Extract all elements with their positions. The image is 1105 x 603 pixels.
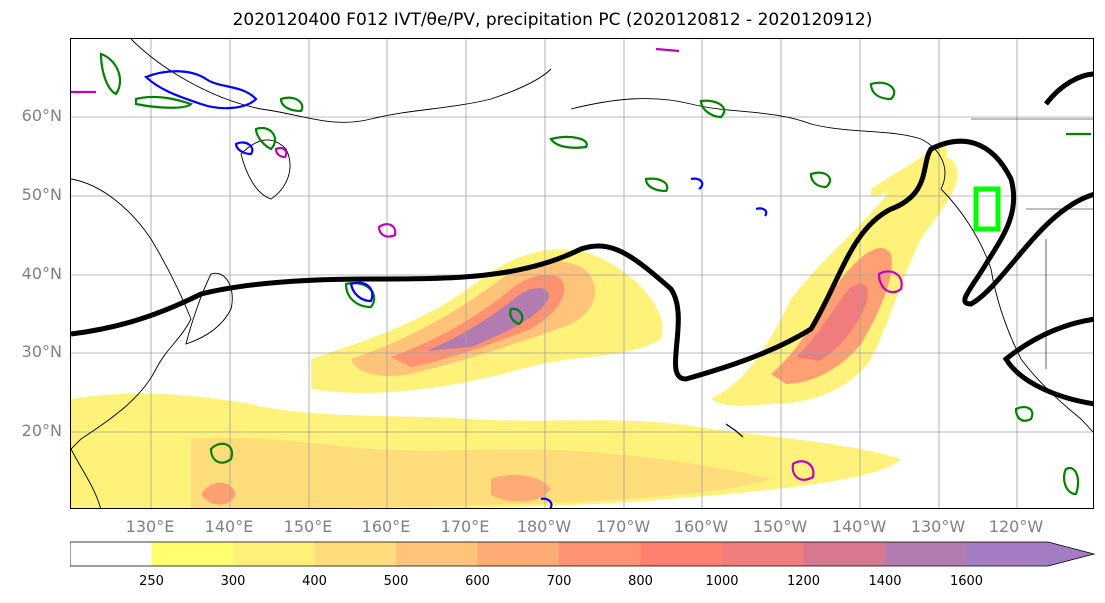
- lon-label-120w: 120°W: [988, 517, 1044, 536]
- colorbar-tick-label: 400: [302, 574, 327, 589]
- colorbar-segment: [722, 542, 804, 566]
- colorbar-tick-label: 300: [220, 574, 246, 589]
- green-contour-13: [869, 81, 896, 101]
- green-contour-3: [254, 126, 277, 151]
- colorbar-tick-label: 800: [628, 574, 653, 589]
- thick-contour-main: [71, 138, 1093, 382]
- green-contour-12: [1062, 466, 1080, 496]
- blue-contour-1: [143, 70, 258, 110]
- thick-contour: [71, 71, 1093, 407]
- green-contour-5: [344, 281, 376, 309]
- magenta-contour-5: [274, 147, 288, 159]
- map-canvas: [71, 39, 1093, 508]
- colorbar-tick-label: 250: [139, 574, 164, 589]
- pv-contours-green: [99, 52, 1091, 496]
- colorbar-segment: [559, 542, 641, 566]
- colorbar-tick-label: 1000: [705, 574, 739, 589]
- kamchatka: [240, 139, 291, 200]
- green-contour-2: [134, 95, 194, 109]
- colorbar-outline: [70, 541, 1096, 567]
- colorbar-tick-label: 600: [465, 574, 490, 589]
- blue-contour-2: [349, 281, 374, 303]
- ivt-shading: [71, 144, 958, 508]
- japan: [185, 272, 233, 345]
- colorbar-segment: [803, 542, 886, 566]
- lat-label-40n: 40°N: [21, 264, 62, 283]
- lat-label-60n: 60°N: [21, 106, 62, 125]
- lon-label-140w: 140°W: [831, 517, 887, 536]
- colorbar-segment: [151, 542, 234, 566]
- ivt-tropical-band-mid: [191, 437, 771, 508]
- blue-contour-6: [540, 497, 553, 508]
- lon-label-150e: 150°E: [283, 517, 333, 536]
- colorbar-segment: [314, 542, 397, 566]
- lon-label-130w: 130°W: [910, 517, 966, 536]
- lon-label-150w: 150°W: [752, 517, 808, 536]
- green-contour-6: [509, 307, 524, 326]
- asia-coast: [71, 178, 192, 450]
- green-contour-11: [1014, 405, 1034, 422]
- colorbar-segment: [233, 542, 315, 566]
- green-contour-10: [209, 442, 234, 464]
- lon-label-140e: 140°E: [204, 517, 254, 536]
- colorbar-tick-label: 1400: [868, 574, 902, 589]
- colorbar-tick-label: 500: [383, 574, 409, 589]
- green-contour-8: [699, 99, 726, 119]
- colorbar-segment: [885, 542, 967, 566]
- magenta-contour-3: [791, 460, 815, 481]
- blue-contour-4: [690, 177, 704, 190]
- colorbar: [70, 541, 1096, 567]
- blue-contour-3: [234, 141, 254, 156]
- ivt-plume-west-core: [426, 288, 549, 351]
- colorbar-segment: [640, 542, 723, 566]
- green-contour-14: [809, 171, 832, 189]
- philippines: [71, 448, 101, 508]
- highlight-box: [973, 186, 1001, 232]
- colorbar-tick-label: 1200: [786, 574, 821, 589]
- lon-label-170w: 170°W: [595, 517, 651, 536]
- colorbar-extend-arrow: [1048, 542, 1094, 566]
- magenta-contour-2: [877, 270, 903, 294]
- colorbar-segment: [477, 542, 560, 566]
- colorbar-tick-label: 1600: [949, 574, 984, 589]
- colorbar-segment: [70, 542, 152, 566]
- green-contour-9: [549, 135, 588, 149]
- lat-label-50n: 50°N: [21, 185, 62, 204]
- hawaii: [725, 423, 744, 438]
- lon-label-170e: 170°E: [440, 517, 490, 536]
- green-contour-1: [99, 52, 122, 96]
- thick-contour-ne: [1044, 71, 1093, 106]
- lon-label-160e: 160°E: [361, 517, 411, 536]
- pv-contours-magenta: [71, 47, 903, 481]
- colorbar-segment: [966, 542, 1049, 566]
- alaska-coast: [570, 98, 946, 190]
- lat-label-20n: 20°N: [21, 421, 62, 440]
- siberia-coast: [130, 39, 552, 123]
- colorbar-segment: [396, 542, 478, 566]
- colorbar-tick-label: 700: [546, 574, 572, 589]
- green-contour-7: [644, 177, 669, 193]
- map-panel: [70, 38, 1094, 509]
- figure-title: 2020120400 F012 IVT/θe/PV, precipitation…: [232, 10, 873, 30]
- lon-label-180w: 180°W: [516, 517, 572, 536]
- green-contour-4: [279, 96, 304, 113]
- ivt-tropical-spot-2: [491, 474, 551, 502]
- magenta-contour-1: [377, 223, 397, 238]
- graticule: [71, 39, 1093, 508]
- blue-contour-5: [755, 207, 768, 217]
- pv-contours-blue: [143, 70, 768, 508]
- lat-label-30n: 30°N: [21, 342, 62, 361]
- thick-contour-se: [1002, 316, 1093, 407]
- lon-label-160w: 160°W: [673, 517, 729, 536]
- ivt-plume-east-core: [796, 283, 868, 361]
- lon-label-130e: 130°E: [125, 517, 175, 536]
- ivt-tropical-spot-1: [201, 482, 236, 505]
- magenta-contour-6: [655, 47, 680, 53]
